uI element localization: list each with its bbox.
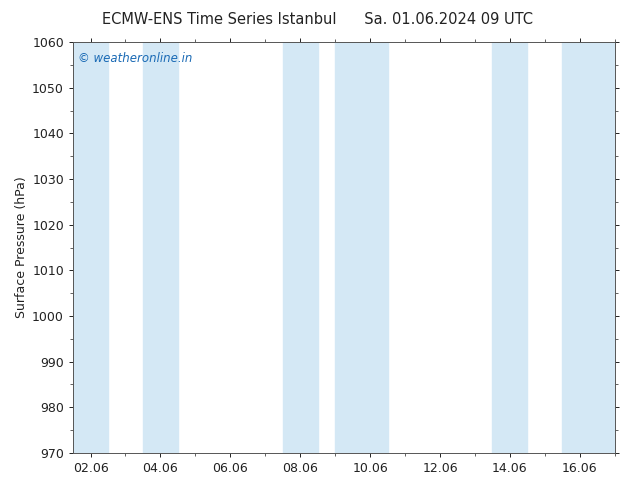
- Bar: [143, 42, 178, 453]
- Bar: [493, 42, 527, 453]
- Y-axis label: Surface Pressure (hPa): Surface Pressure (hPa): [15, 176, 28, 318]
- Bar: [283, 42, 318, 453]
- Bar: [562, 42, 615, 453]
- Bar: [335, 42, 387, 453]
- Bar: [73, 42, 108, 453]
- Text: ECMW-ENS Time Series Istanbul      Sa. 01.06.2024 09 UTC: ECMW-ENS Time Series Istanbul Sa. 01.06.…: [101, 12, 533, 27]
- Text: © weatheronline.in: © weatheronline.in: [79, 52, 193, 65]
